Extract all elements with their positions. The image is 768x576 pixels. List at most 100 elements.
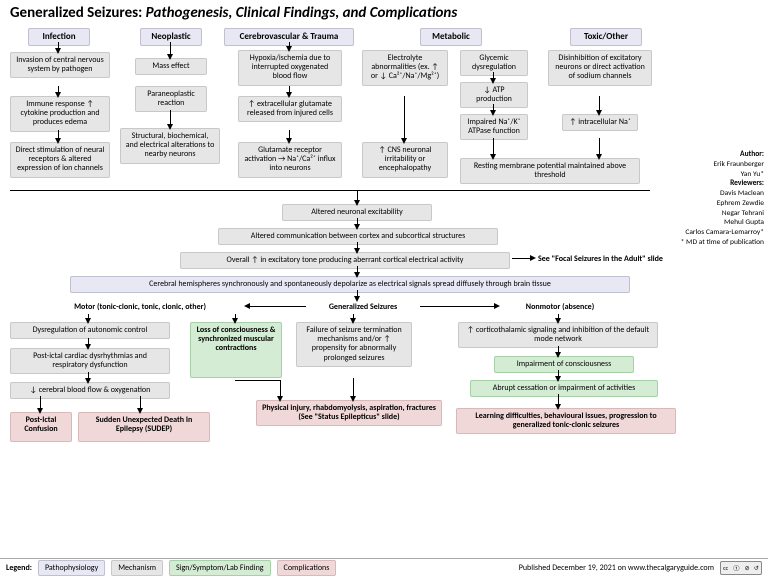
arrow-icon (167, 124, 173, 130)
arrow-icon (85, 344, 91, 350)
motor-c: ↓ cerebral blood flow & oxygenation (10, 382, 170, 399)
arrow-icon (85, 318, 91, 324)
page-title: Generalized Seizures: Pathogenesis, Clin… (10, 4, 457, 22)
legend-mech: Mechanism (111, 560, 163, 576)
motor-h: Physical injury, rhabdomyolysis, aspirat… (256, 400, 442, 426)
arrow-icon (137, 408, 143, 414)
arrow-icon (530, 255, 536, 261)
arrow-line (248, 306, 306, 307)
arrow-icon (232, 318, 238, 324)
header-neoplastic: Neoplastic (140, 28, 202, 46)
arrow-icon (55, 48, 61, 54)
motor-d: Post-Ictal Confusion (10, 412, 72, 442)
arrow-icon (55, 92, 61, 98)
col2-a: Mass effect (135, 58, 207, 75)
arrow-icon (555, 352, 561, 358)
arrow-icon (55, 138, 61, 144)
motor-b: Post-ictal cardiac dysrhythmias and resp… (10, 348, 170, 374)
author-h1: Author: (681, 150, 764, 160)
col4-a: Electrolyte abnormalities (ex. ↑ or ↓ Ca… (362, 50, 448, 86)
col3-a: Hypoxia/ischemia due to interrupted oxyg… (238, 50, 342, 86)
author-note: * MD at time of publication (681, 238, 764, 248)
arrow-icon (596, 154, 602, 160)
by-badge: ① (732, 564, 740, 572)
nonmotor-b: Impairment of consciousness (494, 356, 634, 373)
title-sub: Pathogenesis, Clinical Findings, and Com… (146, 4, 458, 22)
arrow-line (353, 378, 354, 398)
col5-a: Disinhibition of excitatory neurons or d… (548, 50, 652, 86)
legend-sign: Sign/Symptom/Lab Finding (169, 560, 271, 576)
col3-c: Glutamate receptor activation → Na⁺/Ca²⁺… (238, 142, 342, 178)
legend-comp: Complications (277, 560, 337, 576)
mid-d: Cerebral hemispheres synchronously and s… (70, 276, 630, 293)
col1-c: Direct stimulation of neural receptors &… (10, 142, 110, 178)
arrow-icon (354, 296, 360, 302)
mid-c: Overall ↑ in excitatory tone producing a… (180, 252, 510, 269)
arrow-line (235, 380, 281, 381)
arrow-icon (494, 303, 500, 309)
arrow-icon (401, 138, 407, 144)
arrow-icon (277, 396, 283, 402)
col1-a: Invasion of central nervous system by pa… (10, 52, 110, 78)
author-a1: Erik Fraunberger (681, 160, 764, 170)
col5-b: ↑ intracellular Na⁺ (562, 114, 638, 131)
arrow-icon (354, 224, 360, 230)
arrow-icon (286, 138, 292, 144)
header-toxic: Toxic/Other (570, 28, 642, 46)
legend-label: Legend: (6, 563, 32, 573)
col4-f: Resting membrane potential maintained ab… (460, 158, 640, 184)
arrow-line (420, 306, 496, 307)
arrow-icon (286, 92, 292, 98)
col4-b: ↑ CNS neuronal irritability or encephalo… (362, 142, 448, 178)
col4-c: Glycemic dysregulation (460, 50, 528, 76)
nonmotor-title: Nonmotor (absence) (500, 300, 620, 315)
arrow-icon (286, 46, 292, 52)
arrow-icon (555, 376, 561, 382)
arrow-icon (350, 318, 356, 324)
author-block: Author: Erik Fraunberger Yan Yu* Reviewe… (681, 150, 764, 248)
arrow-icon (490, 78, 496, 84)
arrow-icon (354, 272, 360, 278)
motor-g: Failure of seizure termination mechanism… (296, 322, 412, 367)
col1-b: Immune response ↑ cytokine production an… (10, 96, 110, 132)
motor-a: Dysregulation of autonomic control (10, 322, 170, 339)
col2-c: Structural, biochemical, and electrical … (120, 128, 220, 164)
nonmotor-a: ↑ corticothalamic signaling and inhibiti… (458, 322, 658, 348)
nonmotor-d: Learning difficulties, behavioural issue… (456, 408, 676, 434)
arrow-icon (85, 378, 91, 384)
author-r4: Mehul Gupta (681, 218, 764, 228)
cc-badge: cc (723, 564, 728, 572)
author-r2: Ephrem Zewdie (681, 199, 764, 209)
legend-bar: Legend: Pathophysiology Mechanism Sign/S… (0, 558, 768, 576)
author-a2: Yan Yu* (681, 170, 764, 180)
arrow-line (512, 258, 532, 259)
arrow-icon (354, 248, 360, 254)
arrow-icon (350, 396, 356, 402)
motor-title: Motor (tonic-clonic, tonic, clonic, othe… (40, 300, 240, 315)
converge-line (10, 190, 650, 191)
arrow-icon (555, 404, 561, 410)
col4-e: Impaired Na⁺/K⁺ ATPase function (460, 114, 528, 140)
author-r3: Negar Tehrani (681, 209, 764, 219)
arrow-icon (490, 110, 496, 116)
arrow-icon (37, 408, 43, 414)
legend-pub: Published December 19, 2021 on www.theca… (519, 563, 714, 573)
arrow-icon (244, 303, 250, 309)
motor-e: Sudden Unexpected Death In Epilepsy (SUD… (78, 412, 210, 442)
sa-badge: ↺ (754, 564, 759, 572)
arrow-icon (354, 200, 360, 206)
mid-b: Altered communication between cortex and… (218, 228, 498, 245)
see-focal: See "Focal Seizures in the Adult" slide (534, 252, 734, 267)
arrow-line (404, 96, 405, 140)
author-r1: Davis Maclean (681, 189, 764, 199)
author-r5: Carlos Camara-Lemarroy* (681, 228, 764, 238)
header-infection: Infection (28, 28, 90, 46)
mid-e: Generalized Seizures (308, 300, 418, 315)
col4-d: ↓ ATP production (460, 82, 528, 108)
nonmotor-c: Abrupt cessation or impairment of activi… (470, 380, 658, 397)
header-metabolic: Metabolic (420, 28, 482, 46)
col3-b: ↑ extracellular glutamate released from … (238, 96, 342, 122)
nc-badge: ⊘ (745, 564, 750, 572)
title-main: Generalized Seizures: (10, 4, 142, 22)
cc-icon: cc ① ⊘ ↺ (720, 561, 762, 575)
